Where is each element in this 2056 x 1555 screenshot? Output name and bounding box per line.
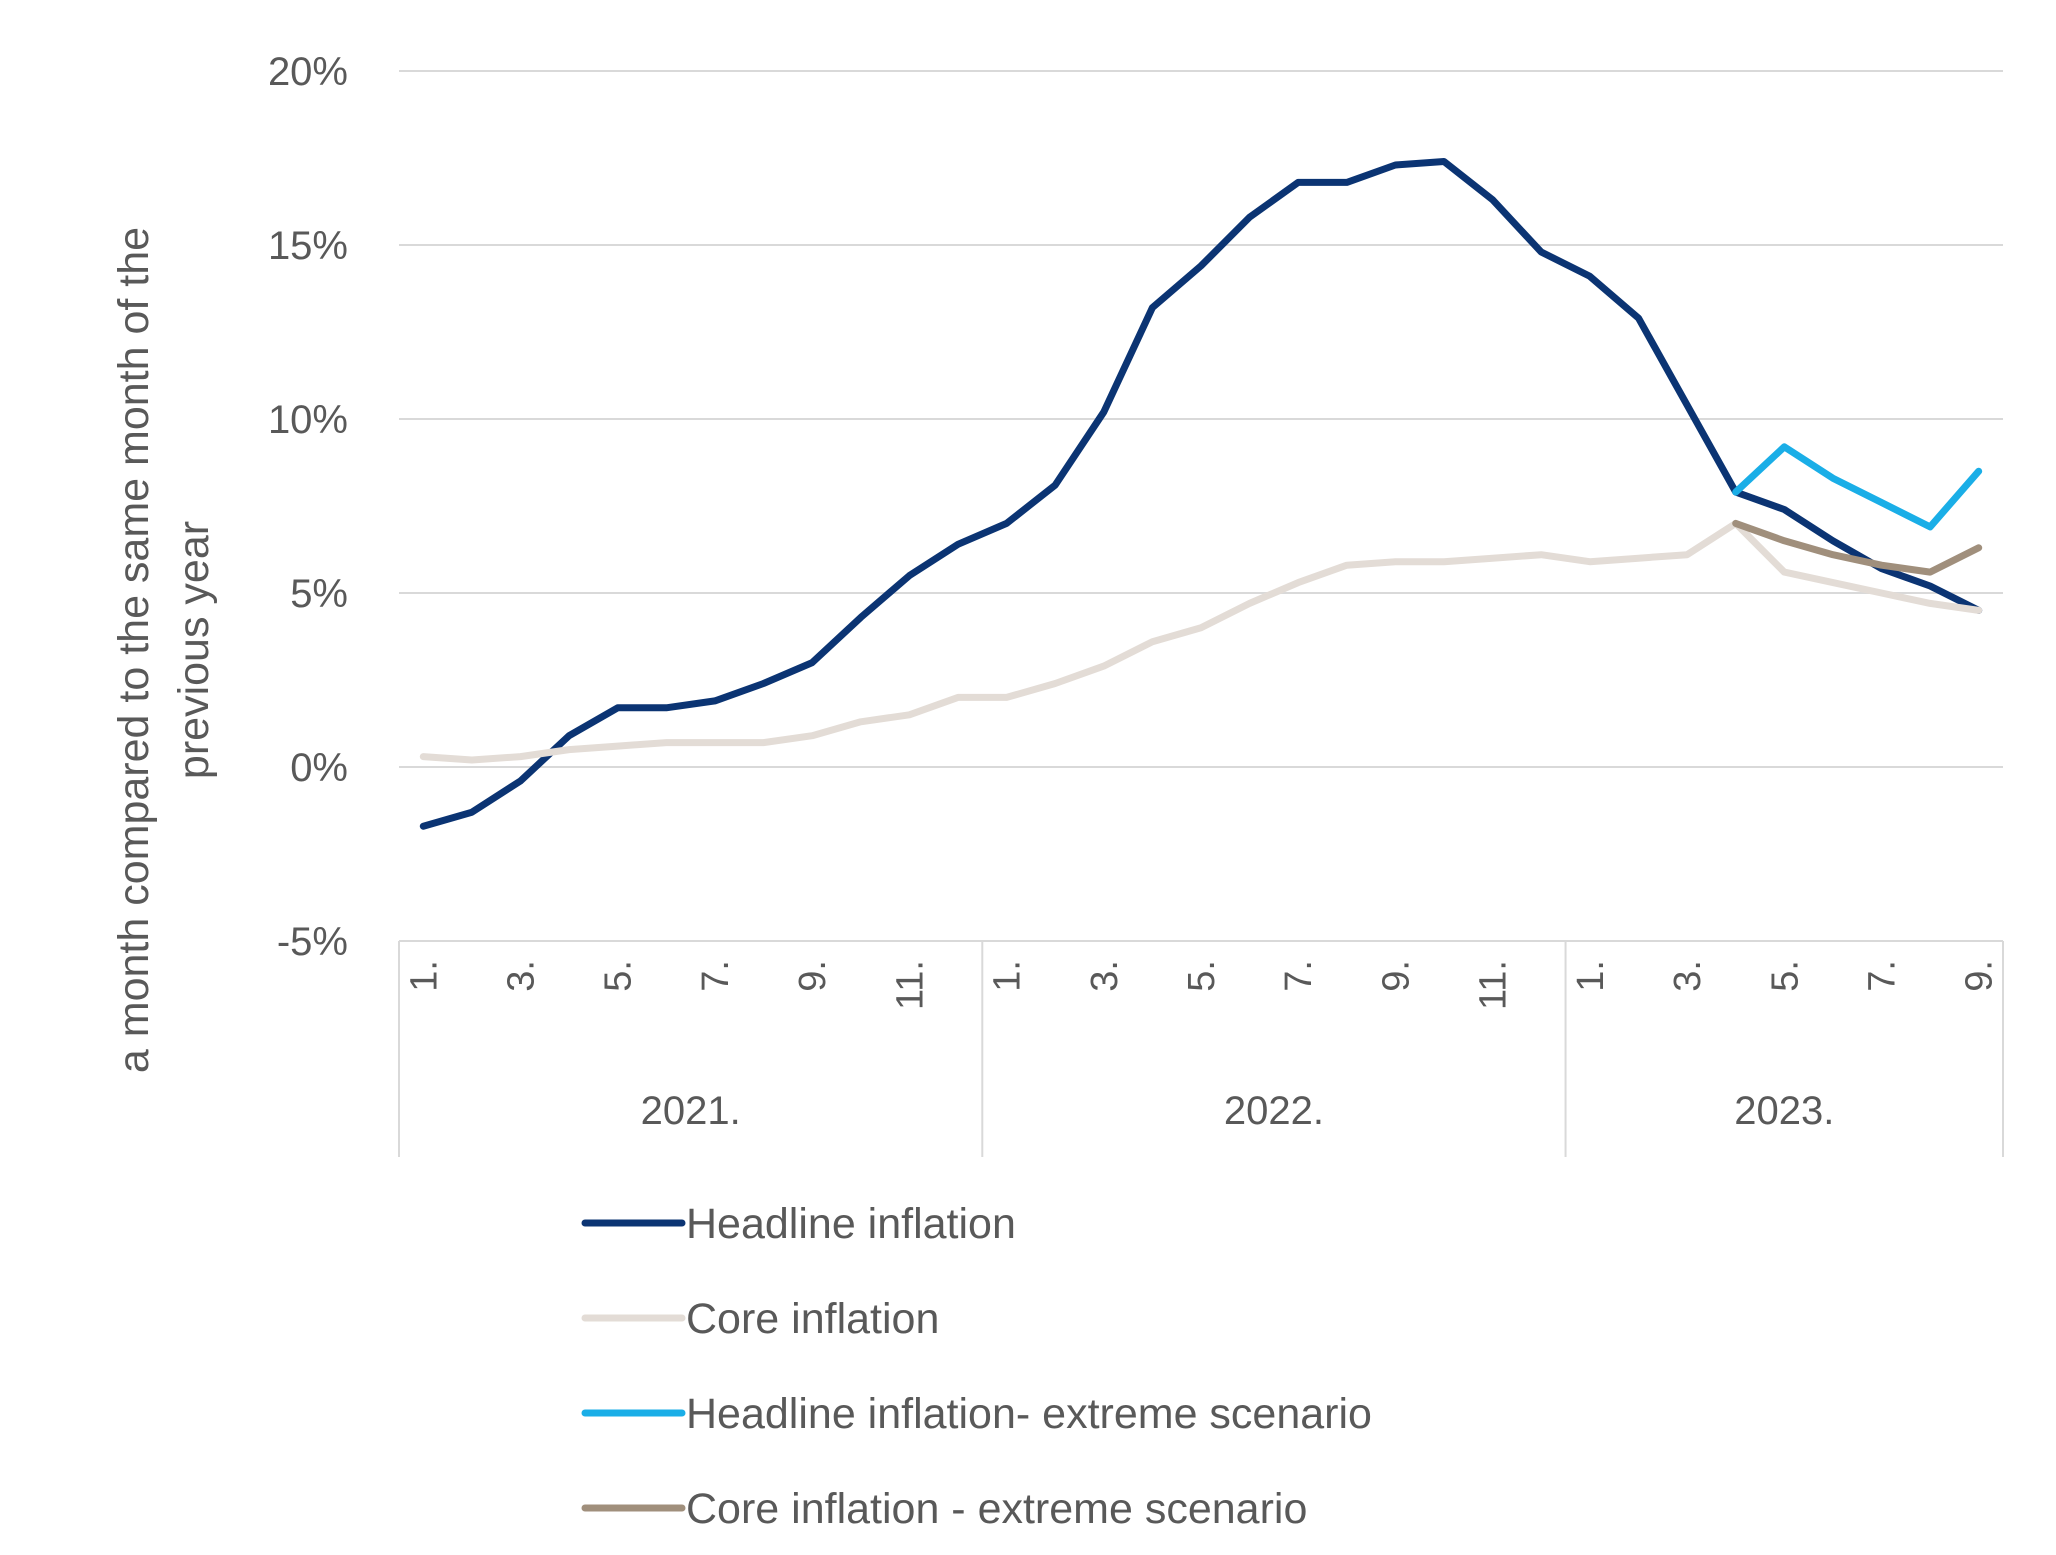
x-tick-label: 3. bbox=[501, 960, 543, 992]
x-axis-month-labels: 1. 3. 5. 7. 9. 11. 1. 3. 5. 7. 9. 11. 1. 3. 5. 7. 9. bbox=[403, 960, 2000, 1010]
x-tick-label: 1. bbox=[987, 960, 1029, 992]
x-tick-label: 7. bbox=[1861, 960, 1903, 992]
y-axis-tick-labels: -5% 0% 5% 10% 15% 20% bbox=[268, 50, 348, 964]
x-tick-label: 3. bbox=[1084, 960, 1126, 992]
x-tick-label: 9. bbox=[792, 960, 834, 992]
legend-label: Headline inflation- extreme scenario bbox=[686, 1390, 1372, 1438]
y-tick-label: 15% bbox=[268, 224, 348, 268]
series-line-0 bbox=[419, 158, 1983, 830]
legend-item: Headline inflation bbox=[581, 1200, 1016, 1248]
year-label: 2023. bbox=[1734, 1089, 1834, 1133]
x-tick-label: 5. bbox=[1181, 960, 1223, 992]
legend-label: Core inflation - extreme scenario bbox=[686, 1485, 1307, 1533]
series-line-2 bbox=[1732, 443, 1983, 531]
y-tick-label: 20% bbox=[268, 50, 348, 94]
x-tick-label: 1. bbox=[1570, 960, 1612, 992]
x-tick-label: 7. bbox=[1278, 960, 1320, 992]
y-tick-label: 5% bbox=[290, 572, 348, 616]
y-axis-title: a month compared to the same month of th… bbox=[110, 227, 218, 1073]
series-line-3 bbox=[1732, 519, 1983, 576]
y-tick-label: 10% bbox=[268, 398, 348, 442]
x-axis bbox=[398, 940, 2004, 1157]
x-tick-label: 5. bbox=[598, 960, 640, 992]
x-tick-label: 3. bbox=[1667, 960, 1709, 992]
x-tick-label: 5. bbox=[1764, 960, 1806, 992]
legend: Headline inflation Core inflation Headline… bbox=[581, 1200, 1372, 1533]
legend-label: Headline inflation bbox=[686, 1200, 1016, 1248]
x-tick-label: 9. bbox=[1959, 960, 2001, 992]
legend-item: Core inflation bbox=[581, 1295, 939, 1343]
x-tick-label: 9. bbox=[1375, 960, 1417, 992]
x-tick-label: 11. bbox=[1473, 960, 1515, 1010]
year-label: 2022. bbox=[1224, 1089, 1324, 1133]
series-lines bbox=[419, 158, 1983, 830]
x-tick-label: 11. bbox=[889, 960, 931, 1010]
legend-item: Core inflation - extreme scenario bbox=[581, 1485, 1307, 1533]
gridlines bbox=[399, 70, 2003, 768]
legend-item: Headline inflation- extreme scenario bbox=[581, 1390, 1372, 1438]
x-tick-label: 7. bbox=[695, 960, 737, 992]
x-axis-year-labels: 2021. 2022. 2023. bbox=[641, 1089, 1835, 1133]
x-tick-label: 1. bbox=[403, 960, 445, 992]
y-tick-label: -5% bbox=[277, 920, 348, 964]
y-axis-title-line: a month compared to the same month of th… bbox=[110, 227, 158, 1073]
y-axis-title-text: a month compared to the same month of th… bbox=[110, 227, 218, 1073]
legend-label: Core inflation bbox=[686, 1295, 939, 1343]
series-line-1 bbox=[419, 519, 1983, 764]
y-tick-label: 0% bbox=[290, 746, 348, 790]
year-label: 2021. bbox=[641, 1089, 741, 1133]
y-axis-title-line: previous year bbox=[170, 521, 218, 779]
